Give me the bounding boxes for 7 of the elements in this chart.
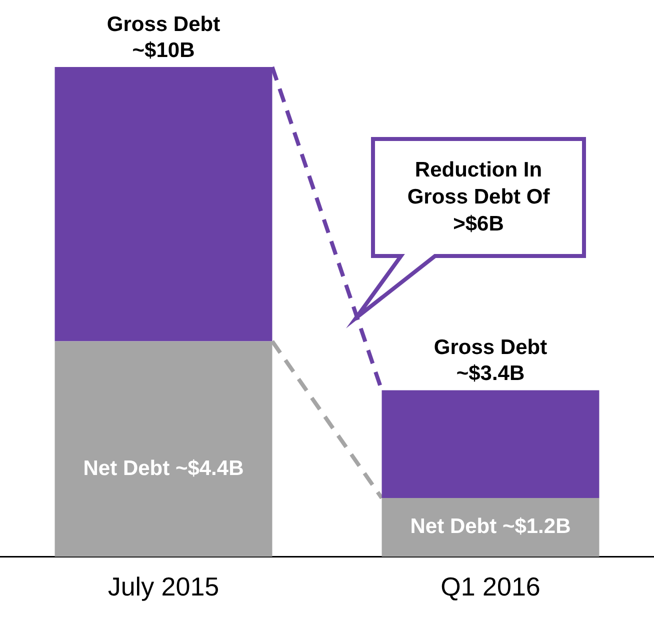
data-label: Net Debt ~$4.4B — [83, 456, 244, 480]
total-label: Gross Debt ~$10B — [106, 12, 220, 62]
total-label: Gross Debt ~$3.4B — [434, 336, 548, 386]
x-tick-label: Q1 2016 — [440, 572, 540, 602]
data-label: Net Debt ~$1.2B — [410, 515, 571, 538]
annotation: Reduction In Gross Debt Of >$6B — [407, 158, 551, 236]
x-tick-label: July 2015 — [108, 572, 220, 602]
